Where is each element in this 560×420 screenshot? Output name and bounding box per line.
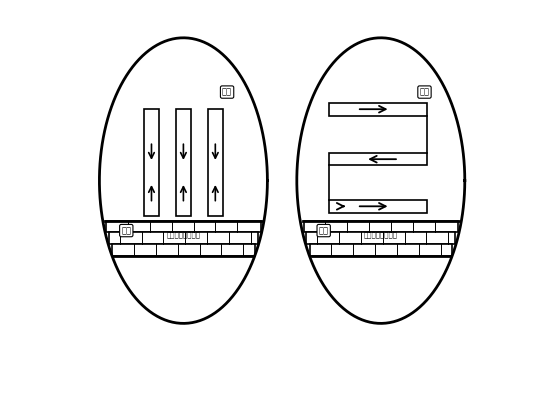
Bar [144,109,159,216]
Bar [109,232,258,244]
Bar [306,232,455,244]
Bar [208,109,223,216]
Bar [112,244,255,256]
Bar [329,153,427,165]
Bar [329,200,427,213]
Polygon shape [297,38,465,323]
Text: 起点: 起点 [122,226,131,235]
Text: 下台阶段累计拼接: 下台阶段累计拼接 [364,231,398,238]
Bar [329,103,427,116]
Bar [310,244,452,256]
Text: 终点: 终点 [419,87,430,97]
Text: 终点: 终点 [222,87,232,97]
Text: 起点: 起点 [319,226,329,235]
Bar [106,220,260,232]
Polygon shape [100,38,267,323]
Text: 下台阶段累计拼接: 下台阶段累计拼接 [166,231,200,238]
Bar [304,220,458,232]
Bar [176,109,191,216]
